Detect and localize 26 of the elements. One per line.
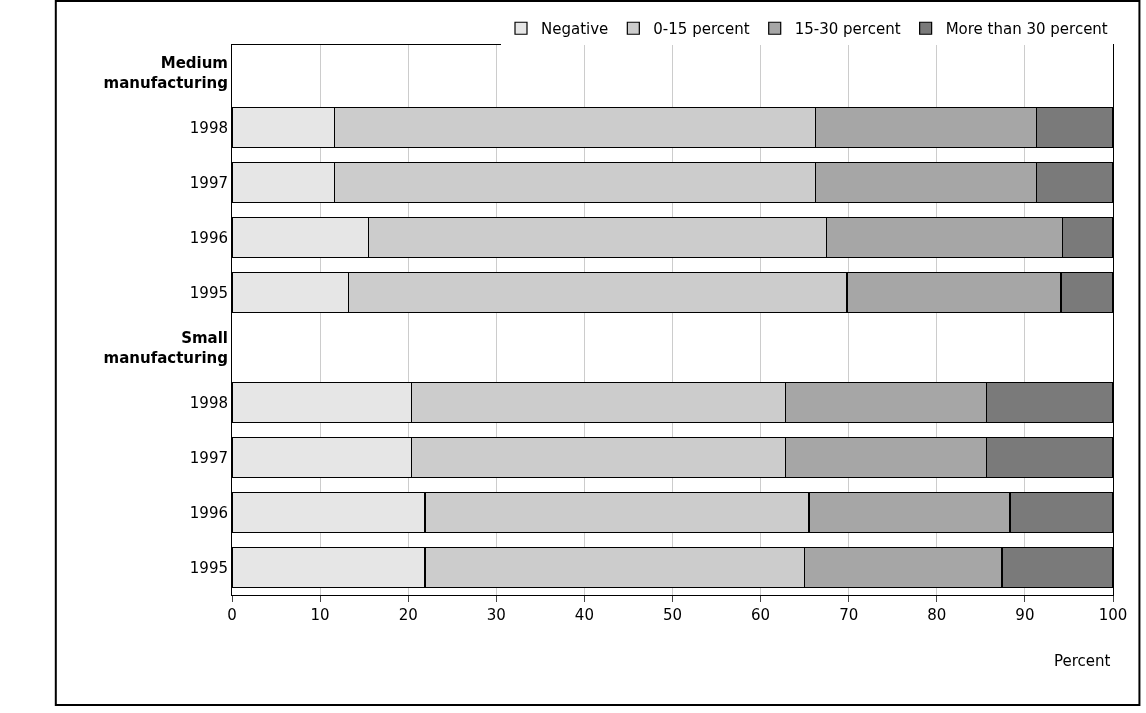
x-tick-label: 10: [310, 606, 330, 624]
x-tick-label: 50: [662, 606, 683, 624]
x-tick-label: 70: [839, 606, 859, 624]
legend-label: More than 30 percent: [945, 20, 1108, 39]
y-tick-label: 1997: [189, 173, 228, 192]
y-tick-label: 1996: [189, 228, 228, 247]
legend-label: 0-15 percent: [653, 20, 750, 39]
x-tick-label: 100: [1098, 606, 1128, 624]
x-tick-label: 0: [227, 606, 237, 624]
x-tick-label: 30: [486, 606, 506, 624]
y-tick-label: 1998: [189, 118, 228, 137]
y-tick-label: 1997: [189, 448, 228, 467]
x-tick-label: 20: [398, 606, 418, 624]
x-axis-title: Percent: [1054, 652, 1111, 670]
y-tick-label: 1995: [189, 558, 228, 577]
legend-label: 15-30 percent: [794, 20, 901, 39]
x-tick-label: 90: [1015, 606, 1035, 624]
y-tick-label: 1998: [189, 393, 228, 412]
legend-label: Negative: [541, 20, 609, 39]
x-tick-label: 80: [927, 606, 947, 624]
y-tick-label: Medium manufacturing: [103, 54, 228, 92]
x-tick-label: 40: [574, 606, 594, 624]
y-tick-label: Small manufacturing: [103, 329, 228, 367]
y-tick-label: 1995: [189, 283, 228, 302]
y-tick-label: 1996: [189, 503, 228, 522]
x-tick-label: 60: [751, 606, 771, 624]
